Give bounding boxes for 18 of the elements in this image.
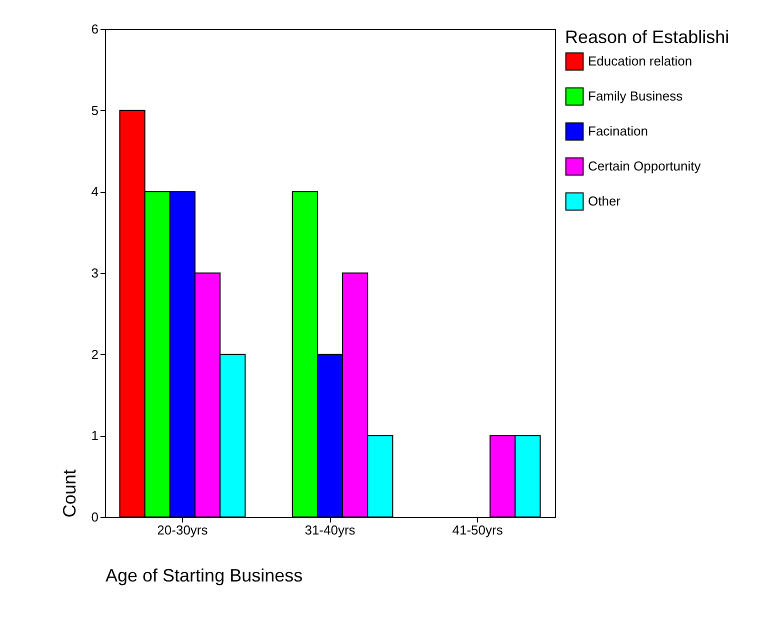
y-tick-label: 4: [91, 184, 98, 200]
legend-label: Other: [588, 194, 622, 208]
y-tick-label: 0: [91, 510, 98, 524]
x-tick-label: 41-50yrs: [452, 522, 504, 538]
legend-label: Certain Opportunity: [588, 158, 702, 174]
y-axis-title: Count: [59, 469, 80, 518]
legend-label: Family Business: [588, 88, 684, 104]
y-tick-label: 6: [91, 22, 98, 36]
y-tick-label: 1: [91, 428, 98, 444]
legend-label: Facination: [588, 124, 648, 138]
x-axis-title: Age of Starting Business: [106, 566, 303, 586]
y-tick-label: 3: [91, 266, 98, 280]
legend-title: Reason of Establishi: [565, 27, 730, 47]
y-tick-label: 2: [91, 346, 98, 362]
legend-label: Education relation: [588, 54, 692, 68]
y-tick-label: 5: [91, 102, 98, 118]
x-tick-label: 20-30yrs: [157, 522, 208, 538]
x-tick-label: 31-40yrs: [304, 522, 356, 538]
